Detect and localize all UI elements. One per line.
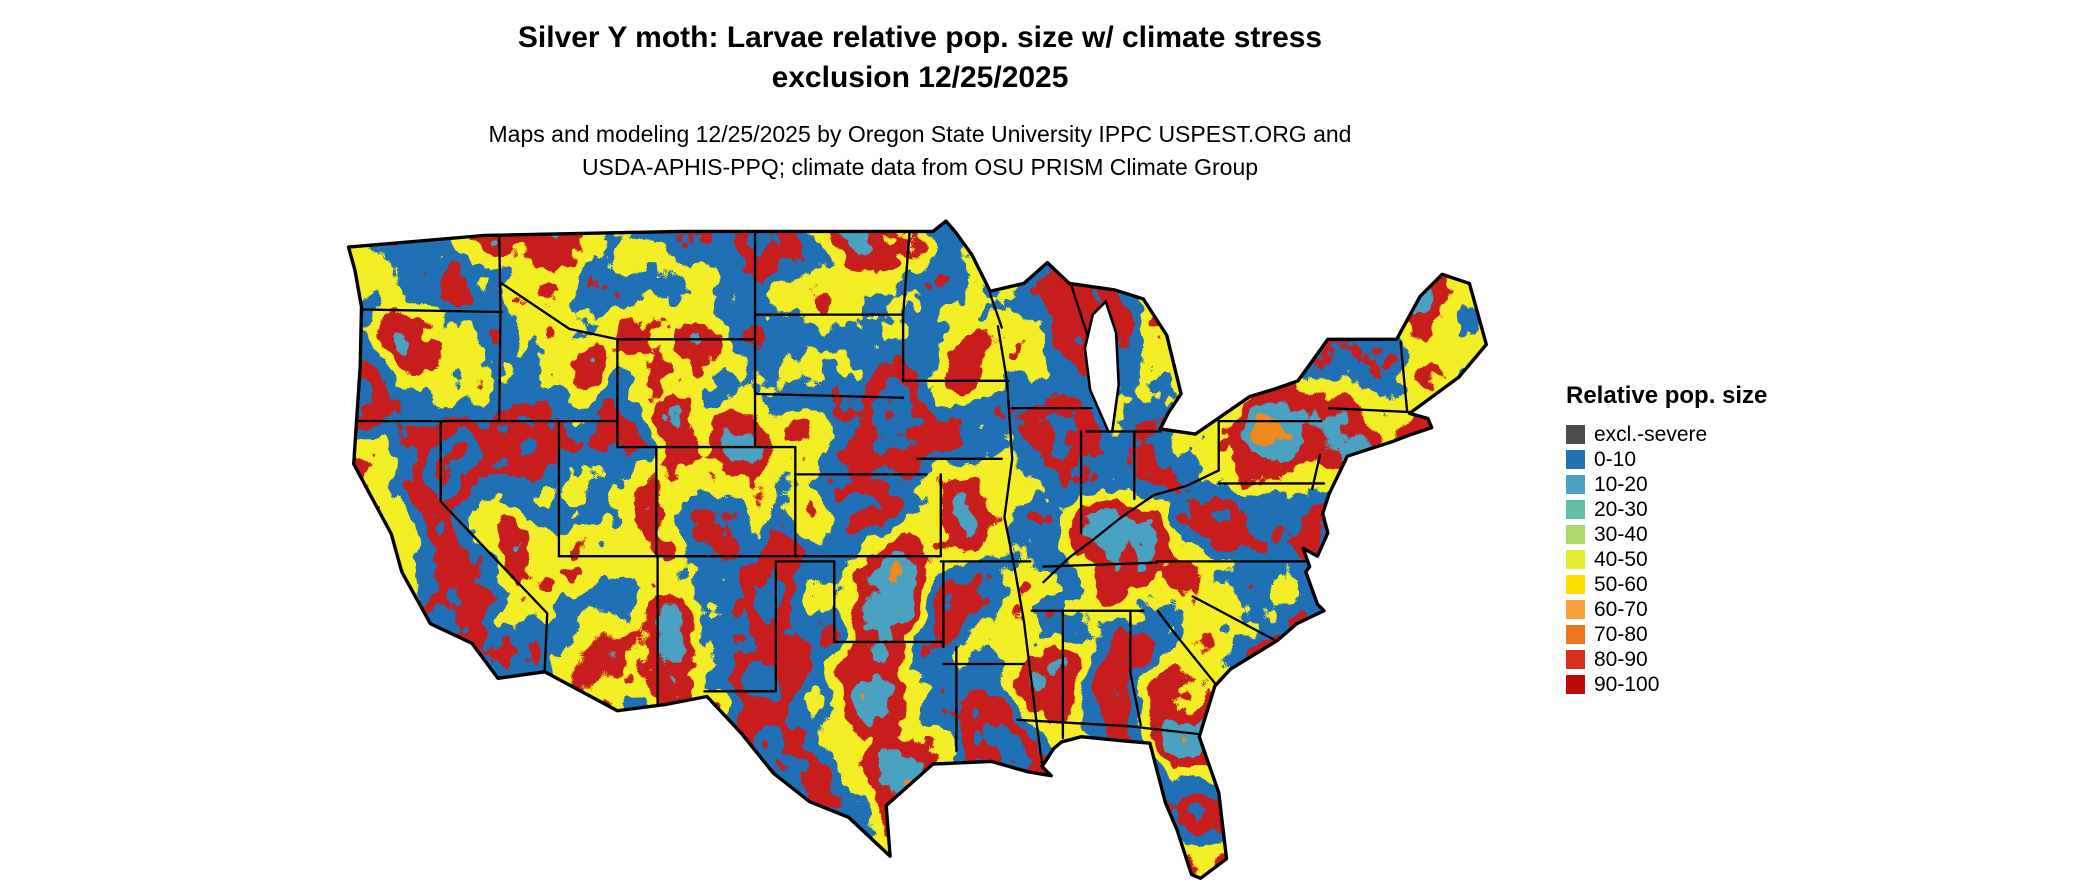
us-map — [280, 212, 1560, 890]
legend-label: 30-40 — [1594, 523, 1648, 546]
map-raster-fill — [348, 221, 1487, 879]
legend-item: 80-90 — [1566, 647, 1866, 672]
legend-swatch — [1566, 425, 1585, 444]
legend-swatch — [1566, 600, 1585, 619]
page-title-line1: Silver Y moth: Larvae relative pop. size… — [517, 21, 1323, 54]
legend-label: excl.-severe — [1594, 423, 1708, 446]
legend-swatch — [1566, 650, 1585, 669]
legend-item: 20-30 — [1566, 497, 1866, 522]
legend-label: 70-80 — [1594, 623, 1648, 646]
legend-item: 50-60 — [1566, 572, 1866, 597]
legend-title: Relative pop. size — [1566, 382, 1768, 409]
legend-swatch — [1566, 525, 1585, 544]
us-map-svg — [346, 219, 1488, 880]
map-header: Silver Y moth: Larvae relative pop. size… — [0, 18, 1840, 184]
legend-swatch — [1566, 450, 1585, 469]
legend-item: 30-40 — [1566, 522, 1866, 547]
lake-michigan — [1083, 299, 1121, 433]
legend-label: 20-30 — [1594, 498, 1648, 521]
legend-swatch — [1566, 475, 1585, 494]
legend-swatch — [1566, 550, 1585, 569]
us-outline — [346, 219, 1488, 880]
legend-label: 40-50 — [1594, 548, 1648, 571]
legend-swatch — [1566, 625, 1585, 644]
legend-item: 70-80 — [1566, 622, 1866, 647]
legend-label: 80-90 — [1594, 648, 1648, 671]
legend-swatch — [1566, 575, 1585, 594]
subtitle-line2: USDA-APHIS-PPQ; climate data from OSU PR… — [581, 154, 1259, 180]
legend-label: 60-70 — [1594, 598, 1648, 621]
legend-item: 10-20 — [1566, 472, 1866, 497]
legend-item: 0-10 — [1566, 447, 1866, 472]
map-subtitle: Maps and modeling 12/25/2025 by Oregon S… — [0, 118, 1840, 184]
legend-label: 90-100 — [1594, 673, 1660, 696]
legend-item: 90-100 — [1566, 672, 1866, 697]
legend: Relative pop. size excl.-severe 0-10 10-20… — [1566, 382, 1866, 697]
legend-label: 50-60 — [1594, 573, 1648, 596]
legend-label: 10-20 — [1594, 473, 1648, 496]
legend-swatch — [1566, 500, 1585, 519]
legend-items: excl.-severe 0-10 10-20 20-30 30-40 40-50 50-6… — [1566, 422, 1866, 697]
legend-item: 40-50 — [1566, 547, 1866, 572]
subtitle-line1: Maps and modeling 12/25/2025 by Oregon S… — [488, 121, 1352, 147]
legend-label: 0-10 — [1594, 448, 1637, 471]
state-borders — [356, 230, 1411, 766]
page-title-line2: exclusion 12/25/2025 — [771, 61, 1069, 94]
legend-swatch — [1566, 675, 1585, 694]
legend-item: 60-70 — [1566, 597, 1866, 622]
legend-item: excl.-severe — [1566, 422, 1866, 447]
